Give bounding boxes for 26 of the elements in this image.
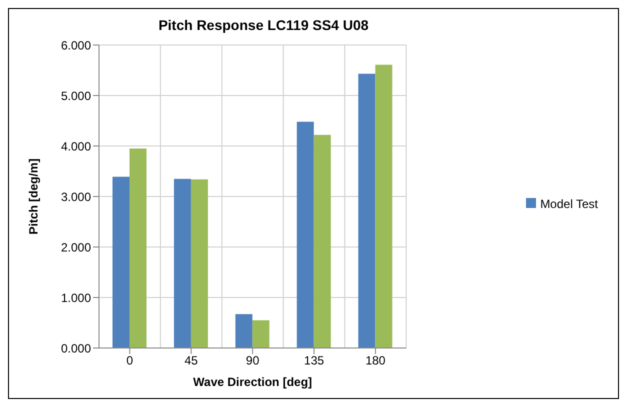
bar — [314, 134, 331, 348]
y-tick-label: 0.000 — [60, 341, 92, 356]
bar — [112, 176, 130, 348]
x-tick-label: 180 — [365, 354, 386, 368]
x-tick-label: 90 — [246, 354, 260, 368]
y-tick-label: 3.000 — [60, 190, 92, 204]
y-axis-title: Pitch [deg/m] — [26, 158, 40, 235]
bar — [130, 148, 147, 348]
chart-title: Pitch Response LC119 SS4 U08 — [157, 17, 370, 33]
bar — [358, 74, 376, 348]
bar — [252, 320, 270, 348]
legend-label: Model Test — [540, 196, 598, 210]
x-axis-title: Wave Direction [deg] — [193, 375, 312, 389]
bar — [375, 64, 392, 348]
y-tick-label: 6.000 — [60, 38, 92, 52]
bar — [296, 122, 314, 348]
y-tick-label: 2.000 — [60, 240, 92, 254]
x-tick-label: 0 — [126, 354, 134, 368]
y-tick-label: 4.000 — [60, 139, 92, 154]
x-tick-label: 45 — [184, 354, 198, 368]
bar — [190, 179, 208, 348]
bar — [235, 314, 252, 348]
y-tick-label: 1.000 — [60, 290, 92, 305]
bar — [174, 178, 191, 348]
x-tick-label: 135 — [304, 354, 324, 368]
y-tick-label: 5.000 — [60, 88, 92, 103]
